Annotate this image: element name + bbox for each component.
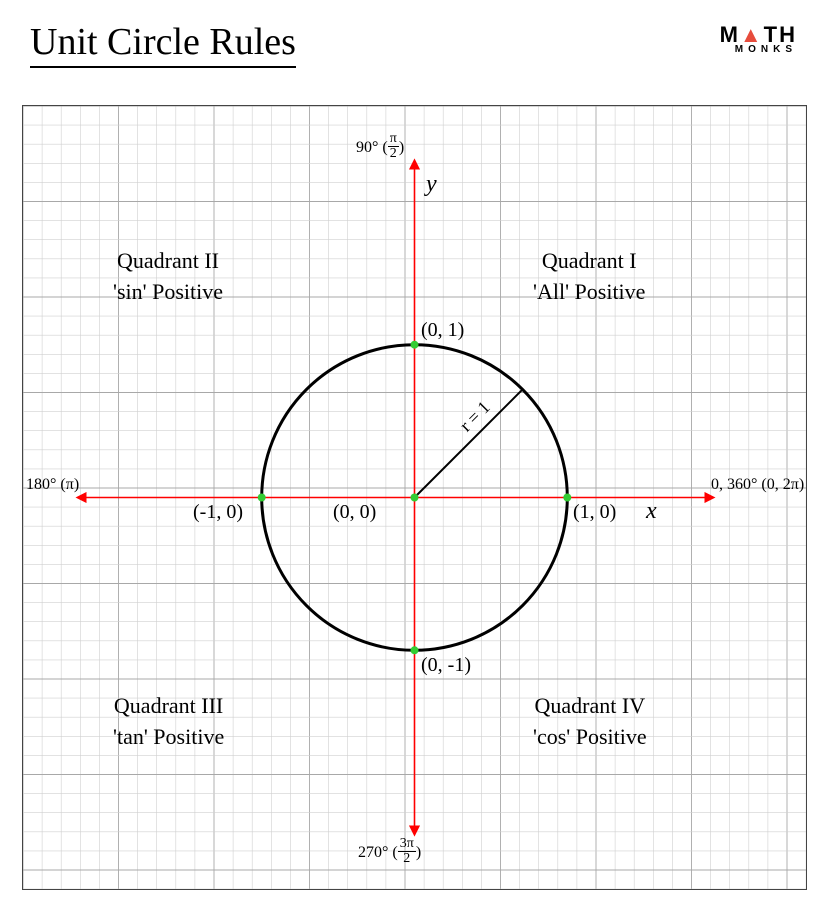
angle-right-deg: 0, 360° (711, 476, 757, 493)
point-label-origin: (0, 0) (333, 501, 376, 524)
logo: M▲TH MONKS (720, 25, 797, 54)
point-label-left: (-1, 0) (193, 501, 243, 524)
angle-top-deg: 90° (356, 139, 378, 156)
q2-title: Quadrant II (113, 246, 223, 277)
quadrant-4-label: Quadrant IV 'cos' Positive (533, 691, 647, 753)
q4-title: Quadrant IV (533, 691, 647, 722)
q3-title: Quadrant III (113, 691, 224, 722)
angle-bottom-den: 2 (398, 852, 416, 866)
angle-top-num: π (388, 132, 399, 147)
angle-label-bottom: 270° (3π2) (358, 839, 421, 868)
angle-label-left: 180° (π) (26, 476, 79, 494)
angle-left-deg: 180° (26, 476, 56, 493)
angle-top-den: 2 (388, 147, 399, 161)
angle-label-top: 90° (π2) (356, 134, 404, 163)
q3-rule: 'tan' Positive (113, 722, 224, 753)
angle-left-rad: (π) (60, 476, 79, 493)
point-label-right: (1, 0) (573, 501, 616, 524)
x-axis-label: x (646, 498, 657, 525)
q1-title: Quadrant I (533, 246, 645, 277)
quadrant-3-label: Quadrant III 'tan' Positive (113, 691, 224, 753)
diagram-svg (23, 106, 806, 889)
y-axis-label: y (426, 171, 437, 198)
point-label-top: (0, 1) (421, 319, 464, 342)
logo-top: M▲TH (720, 25, 797, 45)
angle-bottom-deg: 270° (358, 844, 388, 861)
radius-line (415, 389, 523, 497)
point-label-bottom: (0, -1) (421, 654, 471, 677)
quadrant-1-label: Quadrant I 'All' Positive (533, 246, 645, 308)
angle-bottom-num: 3π (398, 837, 416, 852)
angle-label-right: 0, 360° (0, 2π) (711, 476, 804, 494)
unit-circle-diagram: Quadrant II 'sin' Positive Quadrant I 'A… (22, 105, 807, 890)
quadrant-2-label: Quadrant II 'sin' Positive (113, 246, 223, 308)
page-title: Unit Circle Rules (30, 20, 296, 68)
q4-rule: 'cos' Positive (533, 722, 647, 753)
angle-right-rad: (0, 2π) (761, 476, 804, 493)
q1-rule: 'All' Positive (533, 277, 645, 308)
q2-rule: 'sin' Positive (113, 277, 223, 308)
page: Unit Circle Rules M▲TH MONKS Quadrant II… (0, 0, 827, 900)
header: Unit Circle Rules M▲TH MONKS (30, 20, 797, 80)
